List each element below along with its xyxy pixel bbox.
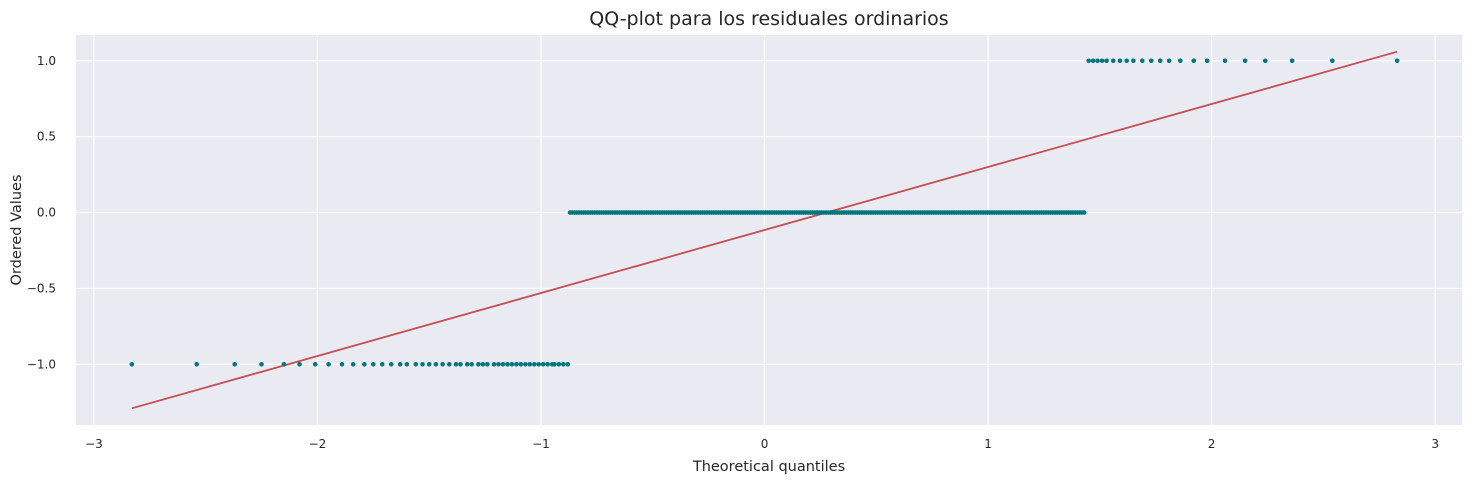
data-point	[523, 361, 528, 367]
data-point	[297, 361, 302, 367]
y-tick-label: −0.5	[27, 281, 56, 295]
data-point	[500, 361, 506, 367]
gridlines	[76, 35, 1462, 425]
data-point	[388, 361, 394, 367]
data-point	[1124, 58, 1129, 64]
data-point	[1289, 58, 1295, 64]
data-point	[1140, 58, 1145, 64]
data-point	[371, 361, 376, 367]
data-point	[1330, 58, 1335, 64]
plot-area	[76, 35, 1462, 425]
data-point	[469, 361, 474, 367]
data-point	[312, 361, 318, 367]
reference-line	[131, 50, 1398, 410]
data-point	[556, 361, 562, 367]
data-point	[194, 361, 200, 367]
data-point	[404, 361, 410, 367]
data-point	[505, 361, 510, 367]
x-tick-label: 2	[1208, 437, 1216, 451]
x-tick-label: −3	[85, 437, 103, 451]
data-point	[1178, 58, 1183, 64]
data-point	[1086, 58, 1091, 64]
data-point	[496, 361, 501, 367]
x-tick-label: −1	[532, 437, 550, 451]
y-tick-label: 0.0	[37, 206, 56, 220]
data-point	[464, 361, 470, 367]
data-point	[1099, 58, 1105, 64]
data-point	[1394, 58, 1400, 64]
data-point	[1204, 58, 1210, 64]
data-point	[514, 361, 519, 367]
y-axis-ticks: −1.0 −0.5 0.0 0.5 1.0	[27, 54, 56, 372]
data-point	[440, 361, 445, 367]
data-point	[1110, 58, 1116, 64]
data-point	[536, 361, 542, 367]
y-tick-label: −1.0	[27, 357, 56, 371]
data-point	[1242, 58, 1248, 64]
data-point	[458, 361, 463, 367]
y-tick-label: 0.5	[37, 130, 56, 144]
y-tick-label: 1.0	[37, 54, 56, 68]
x-tick-label: 3	[1431, 437, 1439, 451]
data-point	[397, 361, 403, 367]
data-point	[362, 361, 367, 367]
data-point	[1090, 58, 1096, 64]
y-axis-label: Ordered Values	[9, 175, 25, 286]
data-point	[232, 361, 238, 367]
x-tick-label: 1	[984, 437, 992, 451]
data-point	[1095, 58, 1100, 64]
data-point	[379, 361, 385, 367]
data-point	[1081, 210, 1087, 215]
data-point	[1117, 58, 1123, 64]
data-point	[509, 361, 515, 367]
data-point	[480, 361, 486, 367]
reference-line-layer	[131, 50, 1398, 410]
x-tick-label: 0	[761, 437, 769, 451]
data-point	[1262, 58, 1268, 64]
data-point	[453, 361, 459, 367]
data-point	[326, 361, 331, 367]
data-point	[1222, 58, 1228, 64]
data-point	[259, 361, 264, 367]
data-point	[485, 361, 490, 367]
data-point	[433, 361, 439, 367]
data-points	[129, 58, 1400, 367]
data-point	[281, 361, 287, 367]
data-point	[1131, 58, 1136, 64]
data-point	[1104, 58, 1109, 64]
data-point	[420, 361, 425, 367]
data-point	[447, 361, 452, 367]
data-point	[565, 361, 571, 367]
data-point	[552, 361, 557, 367]
data-point	[339, 361, 345, 367]
data-point	[350, 361, 356, 367]
x-tick-label: −2	[309, 437, 327, 451]
data-point	[413, 361, 419, 367]
data-point	[1191, 58, 1197, 64]
x-axis-label: Theoretical quantiles	[692, 459, 845, 475]
data-point	[540, 361, 546, 367]
data-point	[1157, 58, 1163, 64]
data-point	[518, 361, 524, 367]
data-point	[476, 361, 481, 367]
data-point	[1166, 58, 1172, 64]
chart-title: QQ-plot para los residuales ordinarios	[589, 8, 948, 30]
data-point	[561, 361, 566, 367]
data-point	[129, 361, 135, 367]
data-point	[1148, 58, 1154, 64]
data-point	[527, 361, 533, 367]
data-point	[491, 361, 497, 367]
data-point	[545, 361, 550, 367]
x-axis-ticks: −3 −2 −1 0 1 2 3	[85, 437, 1439, 451]
data-point	[426, 361, 432, 367]
data-point	[531, 361, 537, 367]
